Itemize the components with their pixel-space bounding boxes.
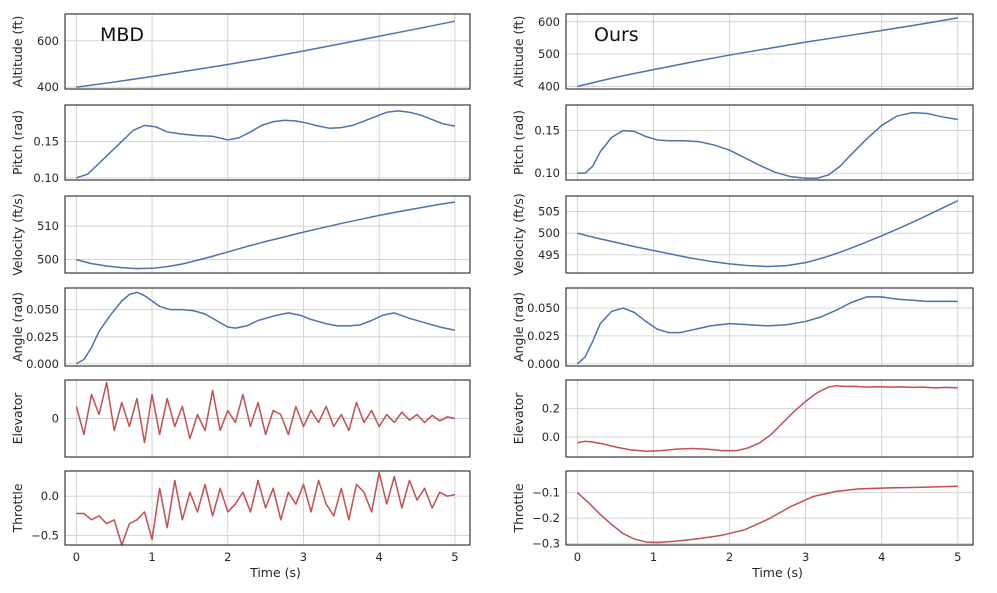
y-tick-label: 0.2 <box>542 402 560 416</box>
y-axis-label: Elevator <box>511 392 526 445</box>
series-line-angle <box>75 291 456 365</box>
y-tick-label: 0.025 <box>527 329 560 343</box>
y-tick-label: 0.10 <box>534 166 560 180</box>
axes-frame <box>64 287 471 367</box>
series-line-velocity <box>76 201 455 270</box>
x-tick-label: 4 <box>375 550 382 564</box>
y-tick-label: −0.5 <box>31 529 59 543</box>
x-tick-label: 3 <box>300 550 307 564</box>
x-tick-label: 4 <box>878 550 885 564</box>
chart-ours: 400 500 600 Altitude (ft) 0.10 0.15 Pitch (rad… <box>511 13 974 580</box>
axes-frame <box>565 287 974 367</box>
y-tick-label: 600 <box>538 15 560 29</box>
y-tick-label: 0.050 <box>527 301 560 315</box>
y-axis-label: Throttle <box>10 483 25 533</box>
y-tick-label: 500 <box>538 47 560 61</box>
axes-frame <box>565 379 974 458</box>
panel-throttle: −0.5 0.0 Throttle 0 1 2 3 4 5 Time (s) <box>10 470 471 580</box>
y-tick-label: 600 <box>37 34 59 48</box>
x-tick-label: 0 <box>574 550 581 564</box>
series-line-elevator <box>75 381 456 444</box>
axes-frame <box>565 195 974 274</box>
y-tick-label: 500 <box>538 226 560 240</box>
y-tick-label: 0.025 <box>26 330 59 344</box>
y-axis-label: Altitude (ft) <box>511 16 526 88</box>
panel-altitude-ft: 400 500 600 Altitude (ft) <box>511 13 974 93</box>
y-tick-label: 0.000 <box>527 357 560 371</box>
y-tick-label: 0 <box>52 412 59 426</box>
series-line-velocity <box>577 200 959 268</box>
x-tick-label: 5 <box>451 550 458 564</box>
chart-title: Ours <box>594 24 639 46</box>
x-axis-label: Time (s) <box>751 565 803 580</box>
panel-elevator: 0.0 0.2 Elevator <box>511 379 974 458</box>
series-line-altitude <box>577 17 958 88</box>
y-axis-label: Pitch (rad) <box>10 110 25 175</box>
y-tick-label: 0.10 <box>33 171 59 185</box>
y-tick-label: 500 <box>37 253 59 267</box>
y-tick-label: 0.0 <box>41 489 59 503</box>
panel-pitch-rad: 0.10 0.15 Pitch (rad) <box>511 104 974 181</box>
y-axis-label: Throttle <box>511 483 526 533</box>
y-axis-label: Angle (rad) <box>10 292 25 362</box>
series-line-pitch <box>577 111 958 180</box>
x-axis-label: Time (s) <box>249 565 301 580</box>
axes-frame <box>565 13 974 90</box>
y-axis-label: Pitch (rad) <box>511 110 526 175</box>
series-line-elevator <box>577 384 958 453</box>
y-axis-label: Velocity (ft/s) <box>10 193 25 276</box>
x-tick-label: 1 <box>650 550 657 564</box>
panel-velocity-ft-s: 495 500 505 Velocity (ft/s) <box>511 193 974 276</box>
y-axis-label: Elevator <box>10 392 25 445</box>
y-tick-label: 505 <box>538 205 560 219</box>
series-line-angle <box>576 296 958 365</box>
x-tick-label: 0 <box>73 550 80 564</box>
axes-frame <box>64 13 471 90</box>
y-tick-label: 400 <box>538 79 560 93</box>
series-line-altitude <box>76 20 456 88</box>
y-tick-label: 400 <box>37 80 59 94</box>
axes-frame <box>565 470 974 546</box>
panel-altitude-ft: 400 600 Altitude (ft) <box>10 13 471 94</box>
x-tick-label: 2 <box>224 550 231 564</box>
y-tick-label: 0.15 <box>534 124 560 138</box>
axes-frame <box>565 104 974 181</box>
series-line-throttle <box>576 485 958 544</box>
axes-frame <box>64 379 471 458</box>
panel-elevator: 0 Elevator <box>10 379 471 458</box>
x-tick-label: 3 <box>802 550 809 564</box>
chart-title: MBD <box>100 24 144 46</box>
y-tick-label: 0.000 <box>26 357 59 371</box>
axes-frame <box>64 470 471 546</box>
panel-throttle: −0.3 −0.2 −0.1 Throttle 0 1 2 3 4 5 Time (s) <box>511 470 974 580</box>
y-axis-label: Velocity (ft/s) <box>511 193 526 276</box>
axes-frame <box>64 104 471 181</box>
y-tick-label: 0.050 <box>26 303 59 317</box>
y-tick-label: 495 <box>538 248 560 262</box>
panel-velocity-ft-s: 500 510 Velocity (ft/s) <box>10 193 471 276</box>
axes-frame <box>64 195 471 274</box>
y-axis-label: Altitude (ft) <box>10 16 25 88</box>
y-tick-label: 510 <box>37 219 59 233</box>
panel-pitch-rad: 0.10 0.15 Pitch (rad) <box>10 104 471 185</box>
series-line-pitch <box>76 110 456 179</box>
x-tick-label: 1 <box>148 550 155 564</box>
x-tick-label: 2 <box>726 550 733 564</box>
y-tick-label: −0.2 <box>532 511 560 525</box>
y-tick-label: 0.0 <box>542 430 560 444</box>
y-tick-label: 0.15 <box>33 134 59 148</box>
x-tick-label: 5 <box>954 550 961 564</box>
y-tick-label: −0.3 <box>532 537 560 551</box>
y-axis-label: Angle (rad) <box>511 292 526 362</box>
y-tick-label: −0.1 <box>532 486 560 500</box>
series-line-throttle <box>76 471 456 546</box>
